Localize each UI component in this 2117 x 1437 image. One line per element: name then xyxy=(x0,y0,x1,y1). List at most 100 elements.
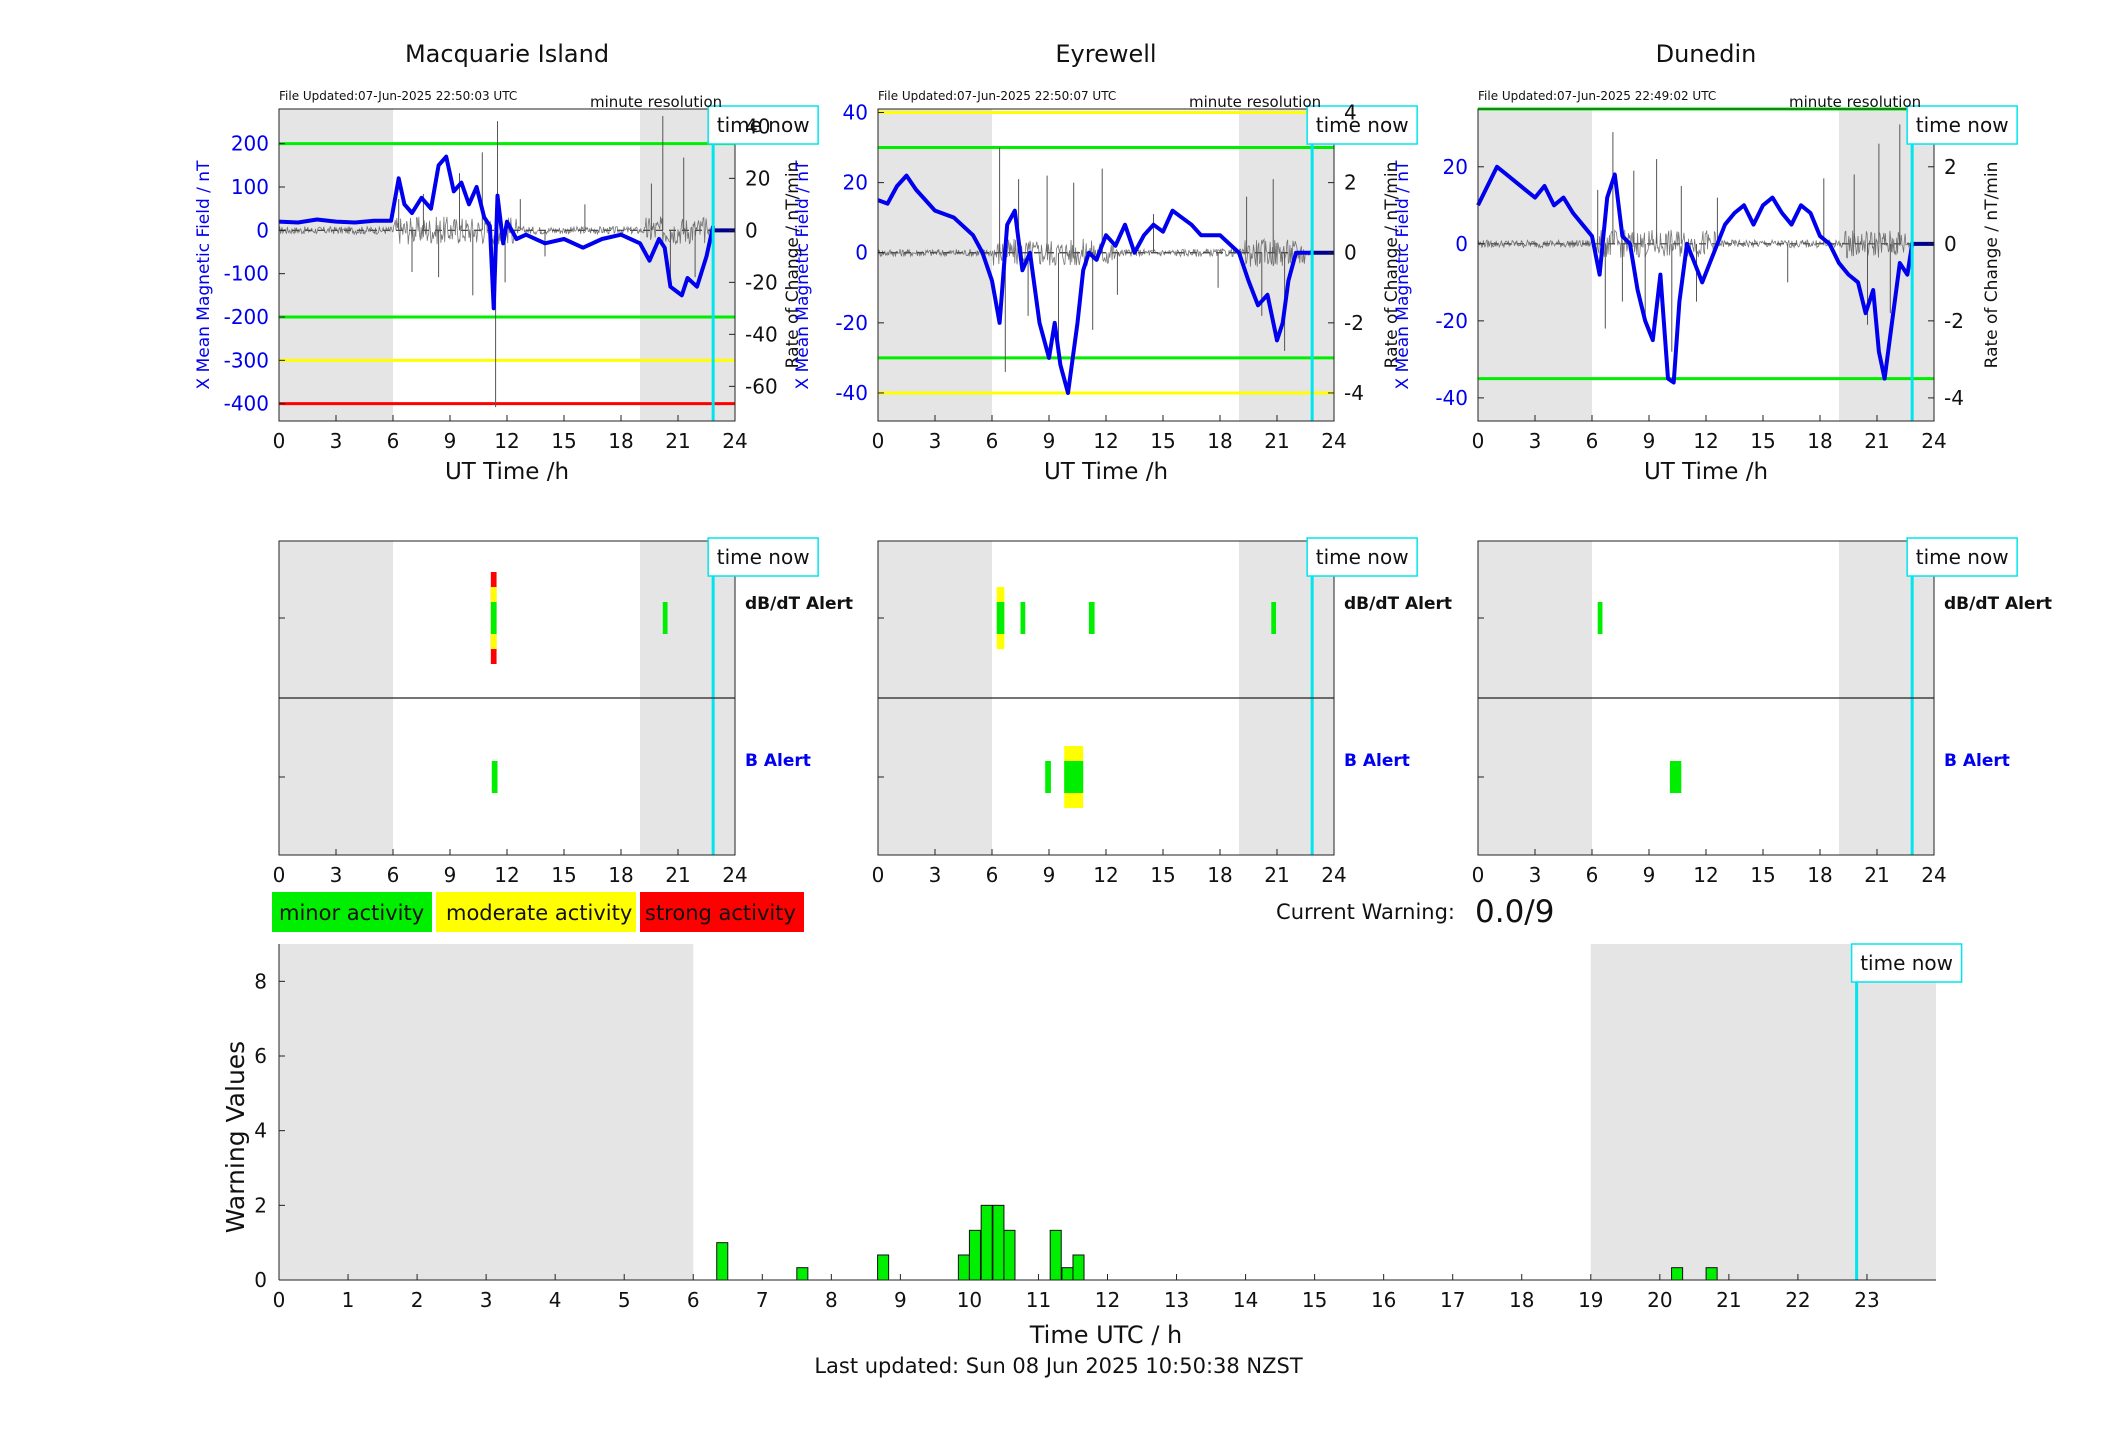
eyrewell-alert-xtick-label: 24 xyxy=(1321,863,1346,887)
eyrewell-b-alert-mark-1-minor xyxy=(1064,761,1084,793)
macquarie-island-alert-time-now-box xyxy=(707,537,819,577)
macquarie-island-xtick-label: 21 xyxy=(665,429,690,453)
eyrewell-y2tick-label: 4 xyxy=(1344,101,1357,125)
eyrewell-dbdt-alert-mark-0-minor xyxy=(996,602,1005,634)
macquarie-island-y2tick-label: -40 xyxy=(745,322,778,346)
warning-xtick-label: 13 xyxy=(1164,1288,1189,1312)
macquarie-island-ytick-label: -200 xyxy=(224,305,269,329)
eyrewell-rate-axis-label: Rate of Change / nT/min xyxy=(1382,162,1402,369)
macquarie-island-y2tick-label: -20 xyxy=(745,270,778,294)
eyrewell-alert-xtick-label: 15 xyxy=(1150,863,1175,887)
warning-bar-2 xyxy=(877,1254,890,1281)
eyrewell-alert-xtick-label: 3 xyxy=(929,863,942,887)
dunedin-dbdt-alert-label: dB/dT Alert xyxy=(1944,594,2052,614)
dunedin-resolution-label: minute resolution xyxy=(1789,93,1921,111)
warning-xtick-label: 21 xyxy=(1716,1288,1741,1312)
warning-xtick-label: 1 xyxy=(342,1288,355,1312)
dunedin-rate-axis-label: Rate of Change / nT/min xyxy=(1982,162,2002,369)
macquarie-island-y2tick-label: 40 xyxy=(745,114,770,138)
warning-bar-8 xyxy=(1049,1229,1062,1281)
dunedin-time-now-label: time now xyxy=(1916,113,2009,137)
macquarie-island-night-shade-1 xyxy=(640,109,735,421)
macquarie-island-xtick-label: 18 xyxy=(608,429,633,453)
dunedin-b-alert-label: B Alert xyxy=(1944,751,2010,771)
warning-xtick-label: 8 xyxy=(825,1288,838,1312)
dunedin-xtick-label: 9 xyxy=(1643,429,1656,453)
dunedin-dbdt-alert-mark-0-minor xyxy=(1597,602,1603,634)
warning-bar-12 xyxy=(1705,1267,1718,1281)
eyrewell-dbdt-alert-label: dB/dT Alert xyxy=(1344,594,1452,614)
eyrewell-xtick-label: 21 xyxy=(1264,429,1289,453)
dunedin-alert-time-now-label: time now xyxy=(1916,545,2009,569)
legend-minor-label: minor activity xyxy=(279,901,424,925)
legend-moderate-label: moderate activity xyxy=(446,901,632,925)
warning-ytick-label: 4 xyxy=(254,1119,267,1143)
eyrewell-ytick-label: 0 xyxy=(855,241,868,265)
dunedin-xtick-label: 6 xyxy=(1586,429,1599,453)
macquarie-island-ut-time-label: UT Time /h xyxy=(445,459,569,485)
warning-xtick-label: 12 xyxy=(1095,1288,1120,1312)
plot-axes xyxy=(278,108,1936,1281)
macquarie-island-xtick-label: 12 xyxy=(494,429,519,453)
time-utc-axis-label: Time UTC / h xyxy=(1029,1321,1183,1349)
dunedin-xtick-label: 24 xyxy=(1921,429,1946,453)
warning-night-shade-0 xyxy=(279,944,694,1280)
warning-xtick-label: 0 xyxy=(273,1288,286,1312)
dunedin-alert-xtick-label: 24 xyxy=(1921,863,1946,887)
dunedin-xtick-label: 12 xyxy=(1693,429,1718,453)
eyrewell-alert-xtick-label: 21 xyxy=(1264,863,1289,887)
eyrewell-alert-time-now-box xyxy=(1306,537,1418,577)
macquarie-island-y2tick-label: -60 xyxy=(745,374,778,398)
dunedin-y2tick-label: -4 xyxy=(1944,386,1964,410)
macquarie-island-time-now-label: time now xyxy=(717,113,810,137)
macquarie-island-ytick-label: 100 xyxy=(231,175,269,199)
dunedin-alert-xtick-label: 0 xyxy=(1472,863,1485,887)
dunedin-xtick-label: 21 xyxy=(1864,429,1889,453)
warning-xtick-label: 11 xyxy=(1026,1288,1051,1312)
warning-bar-0 xyxy=(716,1242,729,1281)
macquarie-island-ytick-label: 0 xyxy=(256,218,269,242)
eyrewell-alert-xtick-label: 0 xyxy=(872,863,885,887)
dunedin-mean-field-line xyxy=(1476,164,1915,385)
dunedin-y2tick-label: -2 xyxy=(1944,309,1964,333)
warning-bar-11 xyxy=(1671,1267,1684,1281)
macquarie-island-ytick-label: -400 xyxy=(224,392,269,416)
warning-xtick-label: 14 xyxy=(1233,1288,1258,1312)
macquarie-island-xtick-label: 3 xyxy=(330,429,343,453)
warning-xtick-label: 7 xyxy=(756,1288,769,1312)
dunedin-b-alert-mark-0-minor xyxy=(1669,761,1682,793)
warning-xtick-label: 2 xyxy=(411,1288,424,1312)
dunedin-y2tick-label: 0 xyxy=(1944,232,1957,256)
dunedin-alert-xtick-label: 12 xyxy=(1693,863,1718,887)
dunedin-ytick-label: -40 xyxy=(1435,386,1468,410)
macquarie-island-alert-xtick-label: 6 xyxy=(387,863,400,887)
dunedin-alert-xtick-label: 21 xyxy=(1864,863,1889,887)
eyrewell-time-now-box xyxy=(1306,105,1418,145)
dunedin-xtick-label: 15 xyxy=(1750,429,1775,453)
macquarie-island-alert-xtick-label: 21 xyxy=(665,863,690,887)
warning-xtick-label: 6 xyxy=(687,1288,700,1312)
macquarie-island-dbdt-alert-label: dB/dT Alert xyxy=(745,594,853,614)
warning-bar-10 xyxy=(1072,1254,1085,1281)
dunedin-ut-time-label: UT Time /h xyxy=(1644,459,1768,485)
warning-bar-3 xyxy=(957,1254,970,1281)
warning-xtick-label: 9 xyxy=(894,1288,907,1312)
macquarie-island-time-now-box xyxy=(707,105,819,145)
dunedin-alert-xtick-label: 9 xyxy=(1643,863,1656,887)
warning-xtick-label: 23 xyxy=(1854,1288,1879,1312)
warning-night-shade-1 xyxy=(1590,944,1936,1280)
eyrewell-ut-time-label: UT Time /h xyxy=(1044,459,1168,485)
eyrewell-xtick-label: 9 xyxy=(1043,429,1056,453)
eyrewell-resolution-label: minute resolution xyxy=(1189,93,1321,111)
dunedin-x-field-axis-label: X Mean Magnetic Field / nT xyxy=(1393,160,1413,390)
macquarie-island-b-alert-mark-0-minor xyxy=(491,761,498,793)
warning-ytick-label: 0 xyxy=(254,1268,267,1292)
macquarie-island-night-shade-0 xyxy=(279,109,393,421)
eyrewell-rate-noise xyxy=(877,237,1313,267)
warning-xtick-label: 17 xyxy=(1440,1288,1465,1312)
warning-xtick-label: 3 xyxy=(480,1288,493,1312)
eyrewell-xtick-label: 18 xyxy=(1207,429,1232,453)
dunedin-file-updated: File Updated:07-Jun-2025 22:49:02 UTC xyxy=(1478,89,1716,103)
eyrewell-alert-time-now-label: time now xyxy=(1316,545,1409,569)
